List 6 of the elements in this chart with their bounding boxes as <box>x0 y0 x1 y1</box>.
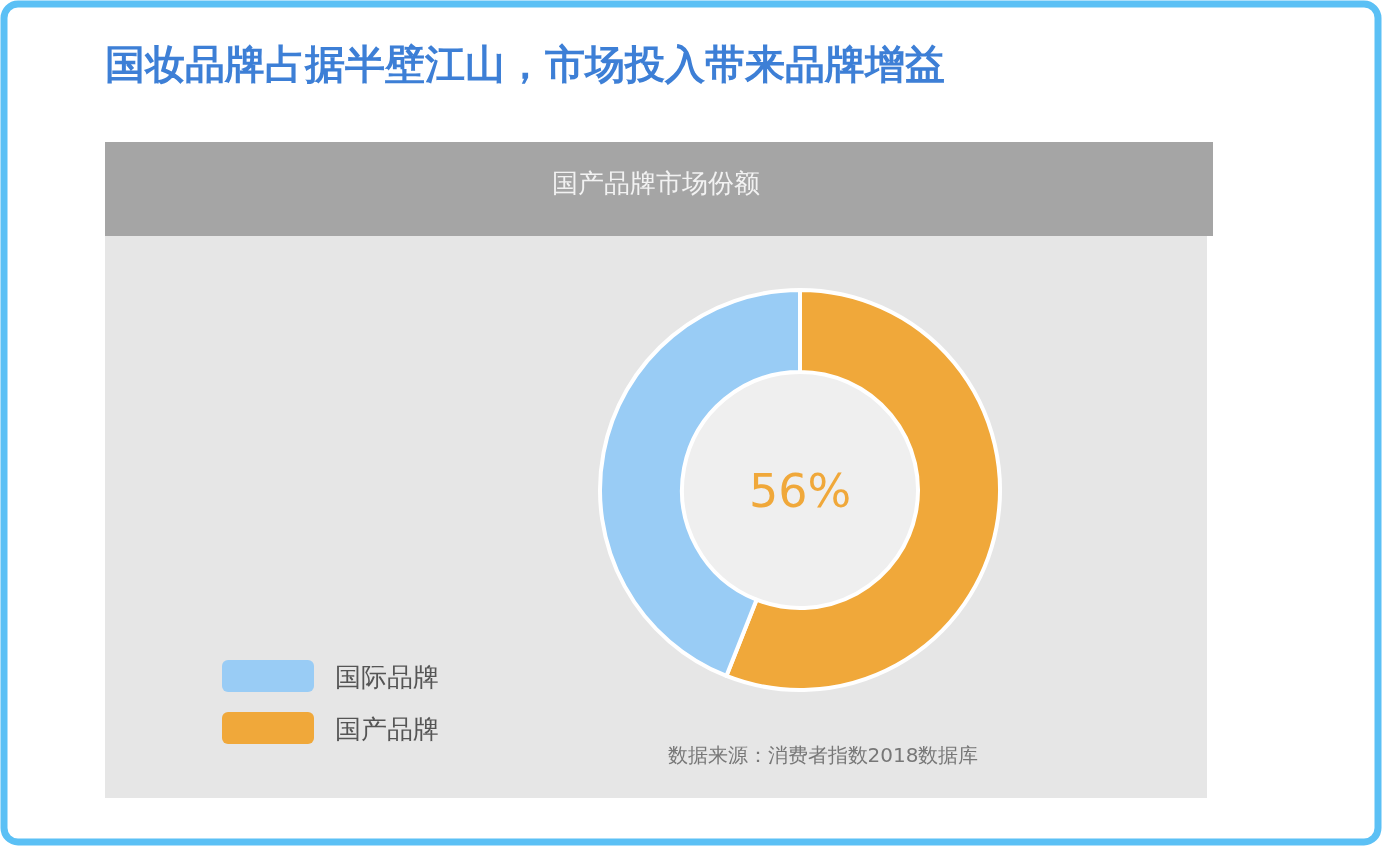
legend-label: 国际品牌 <box>335 662 439 692</box>
chart-subtitle: 国产品牌市场份额 <box>552 168 760 198</box>
legend-label: 国产品牌 <box>335 714 439 744</box>
chart-title: 国妆品牌占据半壁江山，市场投入带来品牌增益 <box>105 41 945 87</box>
source-note: 数据来源：消费者指数2018数据库 <box>667 743 979 767</box>
text: 56% <box>748 464 852 518</box>
